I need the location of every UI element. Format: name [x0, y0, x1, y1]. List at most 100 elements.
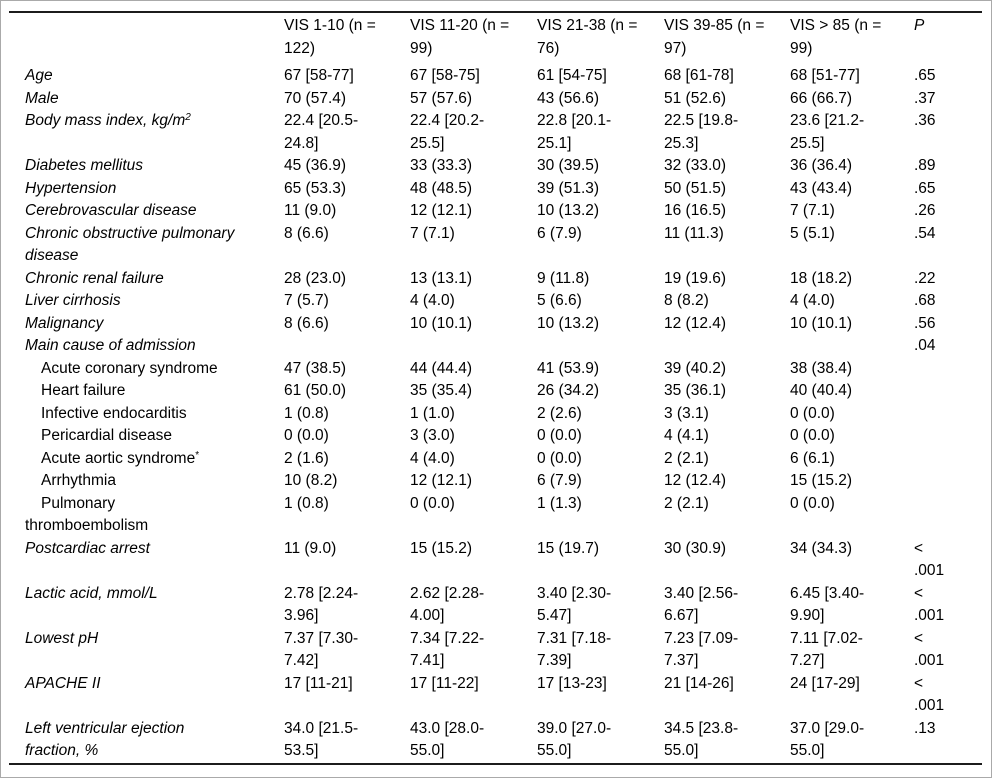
table-cell: 2 (1.6) [284, 449, 329, 467]
table-cell: 67 [58-77] [284, 67, 354, 84]
table-cell: 2 (2.1) [664, 494, 709, 512]
table-cell: .26 [914, 202, 936, 219]
table-cell: 34.0 [21.5- 53.5] [284, 719, 359, 760]
table-cell: 7.31 [7.18- 7.39] [537, 629, 612, 670]
row-label: Male [25, 89, 59, 107]
table-cell: 0 (0.0) [537, 427, 582, 444]
table-cell: 47 (38.5) [284, 359, 347, 377]
table-cell: 12 (12.4) [664, 472, 727, 489]
table-cell: < .001 [914, 674, 945, 715]
row-label: Cerebrovascular disease [25, 202, 197, 219]
column-header-stub [25, 15, 284, 20]
table-cell: 16 (16.5) [664, 202, 727, 219]
table-cell: 0 (0.0) [790, 427, 835, 444]
table-cell: .68 [914, 292, 936, 309]
column-header: P [914, 17, 925, 34]
row-label: Malignancy [25, 314, 104, 332]
table-cell: 28 (23.0) [284, 269, 347, 287]
table-cell: < .001 [914, 629, 945, 670]
table-cell: 26 (34.2) [537, 382, 600, 399]
table-cell: 33 (33.3) [410, 157, 473, 174]
table-cell: 43 (56.6) [537, 89, 600, 107]
row-label: Heart failure [41, 382, 126, 399]
column-header: VIS 21-38 (n = 76) [537, 17, 638, 57]
table-cell: 0 (0.0) [790, 494, 835, 512]
table-cell: 66 (66.7) [790, 89, 853, 107]
table-cell: 7 (7.1) [410, 224, 455, 242]
table-cell: 18 (18.2) [790, 269, 853, 287]
table-cell: 10 (10.1) [410, 314, 473, 332]
table-cell: 4 (4.0) [410, 292, 455, 309]
row-label: Lactic acid, mmol/L [25, 584, 158, 602]
row-label: Postcardiac arrest [25, 539, 150, 557]
row-label: Infective endocarditis [41, 404, 187, 422]
table-cell: 22.4 [20.2- 25.5] [410, 112, 485, 152]
table-cell: 15 (19.7) [537, 539, 600, 557]
row-label: Acute aortic syndrome* [41, 449, 200, 467]
table-cell: 17 [11-22] [410, 674, 479, 692]
row-label: Liver cirrhosis [25, 292, 121, 309]
table-cell: 4 (4.0) [410, 449, 455, 467]
table-cell: 13 (13.1) [410, 269, 473, 287]
table-cell: 6 (7.9) [537, 472, 582, 489]
table-cell: 38 (38.4) [790, 359, 853, 377]
table-cell: 1 (0.8) [284, 494, 329, 512]
row-label: Age [25, 67, 53, 84]
table-cell: 61 (50.0) [284, 382, 347, 399]
table-cell: 17 [13-23] [537, 674, 607, 692]
table-cell: 15 (15.2) [790, 472, 853, 489]
table-cell: .56 [914, 314, 936, 332]
table-cell: 0 (0.0) [790, 404, 835, 422]
table-cell: 30 (30.9) [664, 539, 727, 557]
footnote-asterisk: * [195, 449, 200, 461]
table-cell: 3.40 [2.56- 6.67] [664, 584, 739, 625]
table-cell: 7.34 [7.22- 7.41] [410, 629, 485, 670]
table-cell: 2.78 [2.24- 3.96] [284, 584, 359, 625]
table-cell: < .001 [914, 584, 945, 625]
table-cell: .13 [914, 719, 936, 737]
table-cell: .65 [914, 67, 936, 84]
table-cell: 7.37 [7.30- 7.42] [284, 629, 359, 670]
table-cell: 39.0 [27.0- 55.0] [537, 719, 612, 760]
table-cell: .22 [914, 269, 936, 287]
table-cell: 36 (36.4) [790, 157, 853, 174]
table-cell: 0 (0.0) [537, 449, 582, 467]
table-cell: .37 [914, 89, 936, 107]
table-cell: 2.62 [2.28- 4.00] [410, 584, 485, 625]
table-cell: 7.11 [7.02- 7.27] [790, 629, 863, 670]
table-cell: 0 (0.0) [284, 427, 329, 444]
table-cell: 6 (7.9) [537, 224, 582, 242]
table-cell: 40 (40.4) [790, 382, 853, 399]
vis-characteristics-table: VIS 1-10 (n = 122) VIS 11-20 (n = 99) VIS … [25, 15, 983, 763]
table-cell: 57 (57.6) [410, 89, 473, 107]
table-cell: .04 [914, 337, 936, 354]
table-cell: 5 (5.1) [790, 224, 835, 242]
table-cell: 12 (12.1) [410, 472, 473, 489]
table-cell: .65 [914, 179, 936, 197]
superscript: 2 [185, 112, 191, 123]
row-label: APACHE II [25, 674, 101, 692]
column-header: VIS > 85 (n = 99) [790, 17, 882, 57]
table-cell: .54 [914, 224, 936, 242]
table-cell: 30 (39.5) [537, 157, 600, 174]
table-cell: 61 [54-75] [537, 67, 607, 84]
table-cell: 39 (40.2) [664, 359, 727, 377]
column-header: VIS 11-20 (n = 99) [410, 17, 510, 57]
table-cell: 1 (0.8) [284, 404, 329, 422]
table-cell: 22.4 [20.5- 24.8] [284, 112, 359, 152]
column-header: VIS 1-10 (n = 122) [284, 17, 376, 57]
table-bottom-rule [9, 763, 982, 765]
table-cell: 10 (10.1) [790, 314, 853, 332]
table-cell: 0 (0.0) [410, 494, 455, 512]
row-label: Body mass index, kg/m2 [25, 112, 191, 129]
table-cell: 2 (2.1) [664, 449, 709, 467]
table-cell: 34 (34.3) [790, 539, 853, 557]
table-cell: 12 (12.4) [664, 314, 727, 332]
table-cell: 68 [51-77] [790, 67, 860, 84]
table-cell: 10 (13.2) [537, 314, 600, 332]
table-cell: 11 (11.3) [664, 224, 724, 242]
table-cell: 35 (35.4) [410, 382, 473, 399]
table-cell: 35 (36.1) [664, 382, 727, 399]
row-label: Pericardial disease [41, 427, 172, 444]
